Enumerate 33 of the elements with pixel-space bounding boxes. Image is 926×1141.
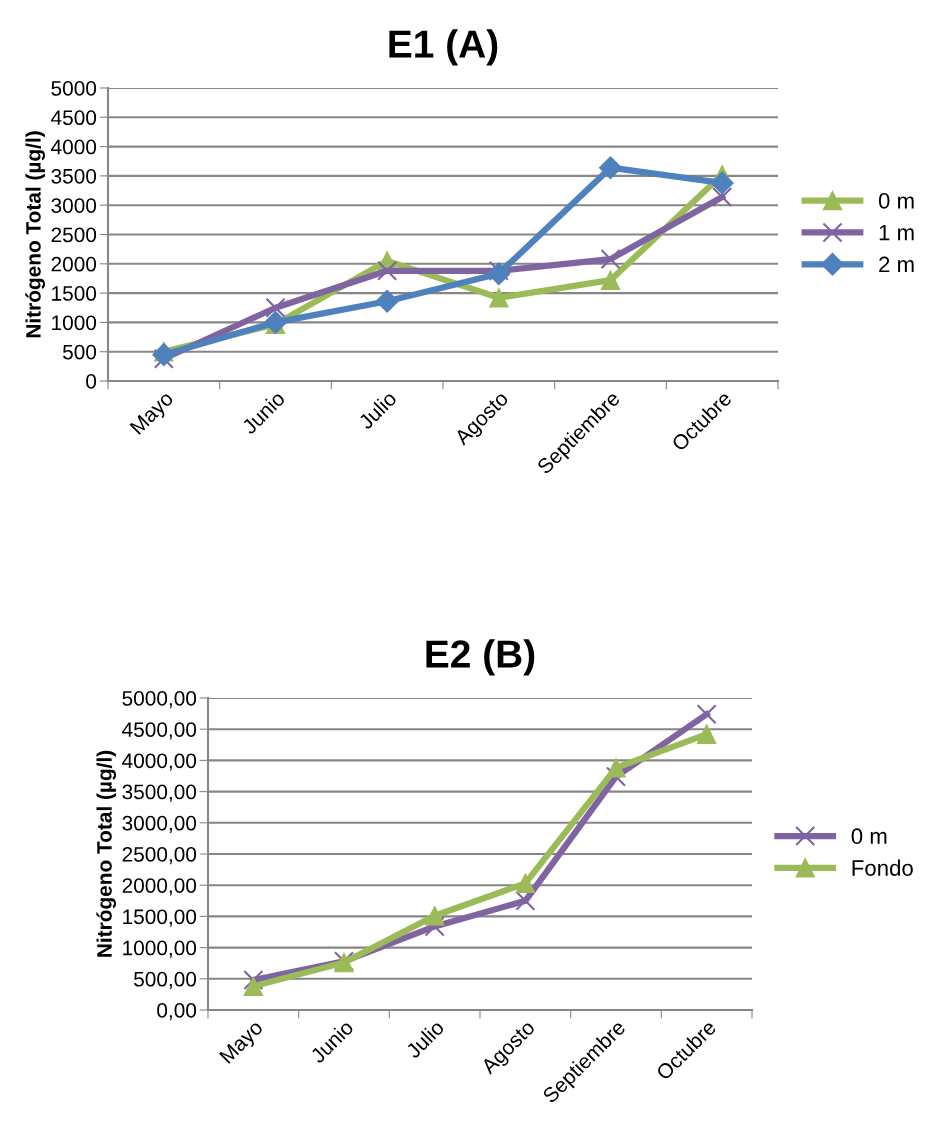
- y-tick-label: 0: [86, 374, 97, 389]
- legend-label: 1 m: [879, 224, 914, 241]
- y-tick-label: 1500: [52, 286, 97, 301]
- y-tick-label: 5000: [51, 81, 97, 96]
- y-tick-label: 4000: [51, 139, 97, 155]
- chart-title: E1 (A): [389, 29, 498, 66]
- y-tick-label: 2500,00: [122, 847, 197, 865]
- y-tick-label: 500: [62, 344, 97, 360]
- y-tick-label: 4500,00: [122, 722, 197, 740]
- y-tick-label: 3500,00: [122, 784, 197, 802]
- y-tick-label: 3000,00: [122, 815, 197, 834]
- y-tick-label: 3500: [51, 168, 97, 184]
- y-tick-label: 1000,00: [123, 940, 197, 958]
- y-tick-label: 2000: [51, 256, 97, 272]
- legend-label: 0 m: [878, 192, 914, 209]
- y-tick-label: 1500,00: [123, 909, 197, 927]
- y-tick-label: 4000,00: [122, 753, 197, 771]
- y-tick-label: 2500: [51, 227, 97, 243]
- y-tick-label: 5000,00: [122, 691, 197, 709]
- y-tick-label: 500,00: [134, 971, 197, 990]
- chart-title: E2 (B): [426, 639, 535, 676]
- x-tick-label: Julio: [357, 389, 398, 431]
- legend-label: Fondo: [852, 859, 913, 876]
- y-tick-label: 0,00: [157, 1003, 197, 1021]
- y-tick-label: 1000: [52, 315, 97, 331]
- x-tick-label: Julio: [404, 1018, 445, 1060]
- y-tick-label: 4500: [51, 110, 97, 126]
- y-axis-title: Nitrógeno Total (µg/l): [25, 131, 45, 338]
- y-axis-title: Nitrógeno Total (µg/l): [96, 750, 117, 957]
- legend-label: 2 m: [879, 256, 914, 273]
- y-tick-label: 3000: [51, 198, 97, 213]
- y-tick-label: 2000,00: [122, 878, 197, 896]
- legend-label: 0 m: [851, 828, 887, 845]
